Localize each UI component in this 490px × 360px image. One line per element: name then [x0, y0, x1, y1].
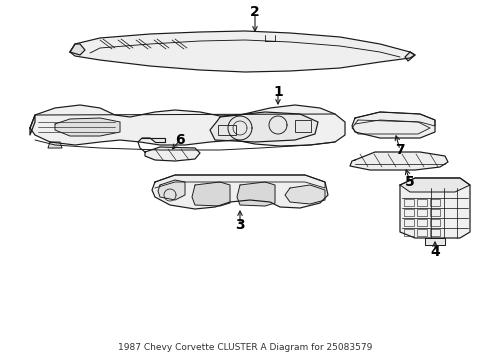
- Text: 4: 4: [430, 245, 440, 259]
- Bar: [404, 219, 414, 226]
- Polygon shape: [145, 147, 200, 161]
- Bar: [417, 219, 427, 226]
- Polygon shape: [400, 178, 470, 238]
- Bar: [430, 229, 440, 236]
- Text: 1: 1: [273, 85, 283, 99]
- Bar: [430, 199, 440, 206]
- Polygon shape: [48, 142, 62, 148]
- Polygon shape: [158, 180, 185, 200]
- Bar: [417, 229, 427, 236]
- Polygon shape: [192, 182, 230, 206]
- Bar: [404, 199, 414, 206]
- Polygon shape: [425, 238, 445, 245]
- Text: 6: 6: [175, 133, 185, 147]
- Polygon shape: [55, 118, 120, 136]
- Bar: [404, 209, 414, 216]
- Polygon shape: [70, 31, 415, 72]
- Bar: [417, 199, 427, 206]
- Polygon shape: [30, 115, 35, 135]
- Polygon shape: [210, 112, 318, 142]
- Text: 3: 3: [235, 218, 245, 232]
- Polygon shape: [70, 44, 85, 55]
- Polygon shape: [400, 178, 470, 192]
- Bar: [430, 219, 440, 226]
- Text: 2: 2: [250, 5, 260, 19]
- Text: 5: 5: [405, 175, 415, 189]
- Bar: [404, 229, 414, 236]
- Polygon shape: [405, 52, 415, 61]
- Polygon shape: [237, 182, 275, 206]
- Text: 1987 Chevy Corvette CLUSTER A Diagram for 25083579: 1987 Chevy Corvette CLUSTER A Diagram fo…: [118, 343, 372, 352]
- Polygon shape: [350, 152, 448, 170]
- Polygon shape: [285, 185, 325, 204]
- Polygon shape: [30, 105, 345, 146]
- Bar: [218, 125, 236, 135]
- Bar: [295, 120, 311, 132]
- Polygon shape: [352, 112, 435, 138]
- Text: 7: 7: [395, 143, 405, 157]
- Bar: [417, 209, 427, 216]
- Bar: [430, 209, 440, 216]
- Polygon shape: [152, 175, 328, 209]
